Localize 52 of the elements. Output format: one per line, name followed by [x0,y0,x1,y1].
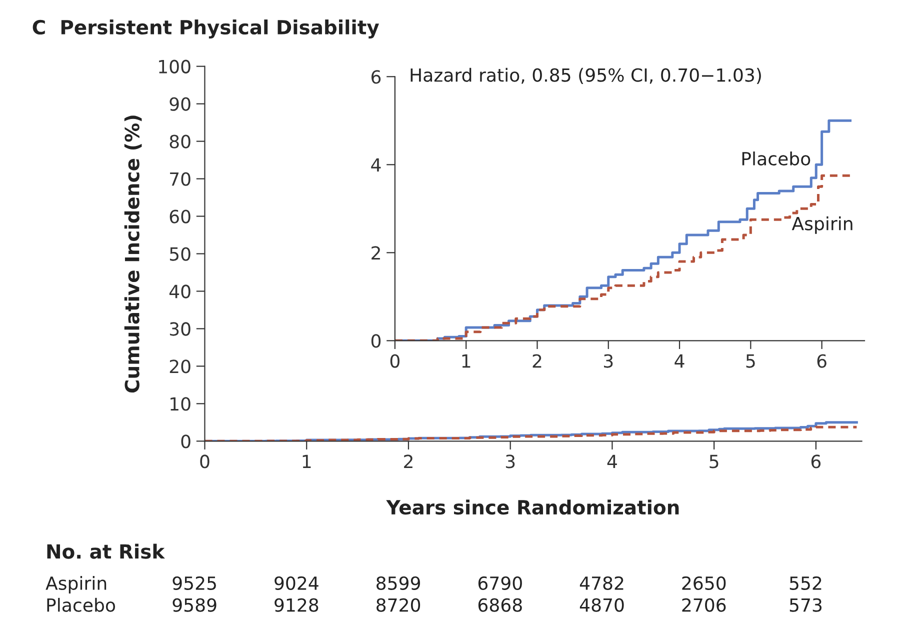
y-tick-label: 0 [181,434,190,448]
y-tick-label: 30 [170,322,190,336]
y-tick-label: 20 [170,360,190,374]
series-label: Placebo [742,152,810,166]
x-tick-label: 6 [811,454,821,468]
x-tick-label: 1 [462,354,470,368]
x-tick-label: 3 [506,454,515,468]
y-tick-label: 50 [170,247,190,261]
text: 8599 [376,576,420,590]
chart-title: C Persistent Physical Disability [32,19,380,38]
text: 9589 [172,598,216,612]
text: 4870 [580,598,624,612]
y-tick-label: 2 [372,246,380,260]
y-tick-label: 6 [372,70,381,84]
y-tick-label: 4 [371,158,381,172]
x-tick-label: 0 [390,354,400,368]
text: 6790 [478,576,522,590]
text: No. at Risk [47,544,165,559]
series-label: Aspirin [792,216,852,234]
text: 552 [790,576,822,590]
x-tick-label: 2 [532,354,542,368]
y-tick-label: 70 [170,172,190,186]
x-tick-label: 2 [404,454,412,468]
x-tick-label: 0 [200,454,210,468]
text: 9024 [274,576,318,590]
x-tick-label: 1 [302,454,311,468]
y-tick-label: 90 [170,97,190,111]
y-tick-label: 60 [170,210,190,224]
y-tick-label: 0 [371,334,381,348]
annotation: Hazard ratio, 0.85 (95% CI, 0.70−1.03) [410,68,761,84]
y-axis-title: Cumulative Incidence (%) [124,116,142,393]
text: 6868 [478,598,522,612]
x-tick-label: 5 [746,354,755,368]
y-tick-label: 10 [170,397,190,411]
x-tick-label: 3 [604,354,613,368]
y-tick-label: 100 [159,60,190,74]
text: 8720 [376,598,420,612]
text: 573 [790,598,822,612]
x-tick-label: 5 [710,454,718,468]
text: 4782 [580,576,624,590]
text: Aspirin [46,576,106,594]
text: 9525 [172,576,216,590]
text: 2650 [682,576,726,590]
text: Placebo [47,598,116,612]
text: 9128 [274,598,318,612]
y-tick-label: 80 [170,134,190,148]
y-tick-label: 40 [169,284,190,298]
x-tick-label: 4 [607,454,617,468]
x-axis-title: Years since Randomization [386,500,679,515]
text: 2706 [682,598,726,612]
x-tick-label: 4 [674,354,684,368]
x-tick-label: 6 [817,354,826,368]
